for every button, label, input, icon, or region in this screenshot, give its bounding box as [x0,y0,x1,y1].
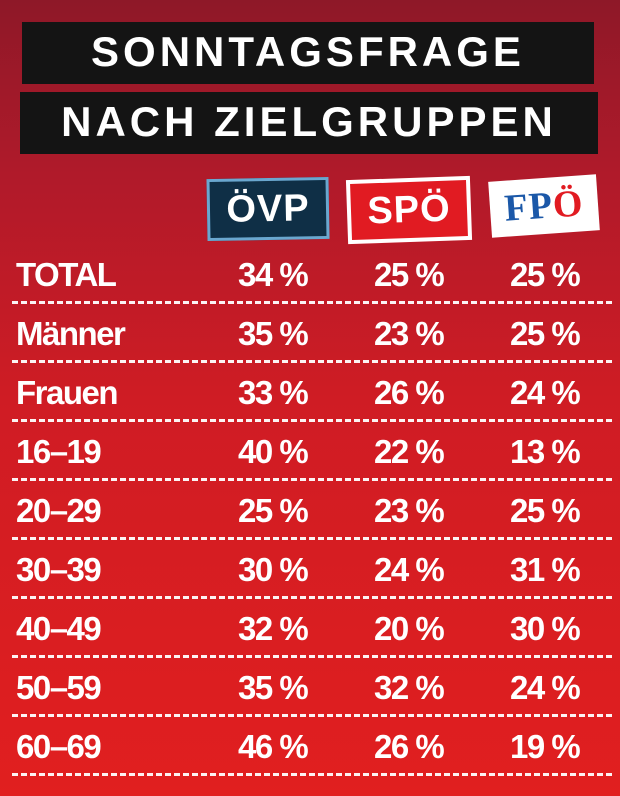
row-label: 16–19 [16,433,102,470]
row-label: Frauen [16,374,119,411]
fpoe-value: 25 % [510,315,581,352]
row-label: 40–49 [16,610,102,647]
row-label: 60–69 [16,728,102,765]
spoe-value: 22 % [374,433,445,470]
oevp-value: 46 % [238,728,309,765]
oevp-logo-text: ÖVP [226,186,310,231]
table-row: Frauen 33 % 26 % 24 % [12,366,610,420]
spoe-logo: SPÖ [345,175,473,245]
fpoe-logo: FP Ö [488,174,600,238]
fpoe-value: 31 % [510,551,581,588]
spoe-value: 23 % [374,315,445,352]
spoe-logo-text: SPÖ [366,187,452,232]
fpoe-value: 24 % [510,374,581,411]
row-label: 50–59 [16,669,102,706]
row-separator [12,773,612,776]
fpoe-value: 19 % [510,728,581,765]
table-row: 40–49 32 % 20 % 30 % [12,602,610,656]
oevp-value: 30 % [238,551,309,588]
row-separator [12,655,612,658]
row-separator [12,301,612,304]
row-label: Männer [16,315,126,352]
row-separator [12,714,612,717]
fpoe-value: 13 % [510,433,581,470]
fpoe-value: 25 % [510,256,581,293]
spoe-value: 32 % [374,669,445,706]
table-row: 60–69 46 % 26 % 19 % [12,720,610,774]
table-row: 16–19 40 % 22 % 13 % [12,425,610,479]
oevp-value: 32 % [238,610,309,647]
row-separator [12,360,612,363]
spoe-value: 26 % [374,374,445,411]
table-row: TOTAL 34 % 25 % 25 % [12,248,610,302]
row-separator [12,537,612,540]
oevp-value: 34 % [238,256,309,293]
spoe-value: 24 % [374,551,445,588]
oevp-value: 35 % [238,669,309,706]
fpoe-value: 25 % [510,492,581,529]
table-row: Männer 35 % 23 % 25 % [12,307,610,361]
row-separator [12,419,612,422]
fpoe-value: 30 % [510,610,581,647]
table-row: 30–39 30 % 24 % 31 % [12,543,610,597]
oevp-logo: ÖVP [206,176,330,242]
oevp-value: 33 % [238,374,309,411]
spoe-value: 26 % [374,728,445,765]
oevp-value: 40 % [238,433,309,470]
spoe-value: 20 % [374,610,445,647]
title-line-1: SONNTAGSFRAGE [22,22,594,84]
fpoe-value: 24 % [510,669,581,706]
table-row: 50–59 35 % 32 % 24 % [12,661,610,715]
fpoe-logo-text-f: FP [503,184,555,230]
fpoe-logo-text-o: Ö [551,182,585,227]
row-separator [12,596,612,599]
row-separator [12,478,612,481]
row-label: 30–39 [16,551,102,588]
oevp-value: 35 % [238,315,309,352]
table-row: 20–29 25 % 23 % 25 % [12,484,610,538]
oevp-value: 25 % [238,492,309,529]
row-label: 20–29 [16,492,102,529]
row-label: TOTAL [16,256,117,293]
spoe-value: 25 % [374,256,445,293]
spoe-value: 23 % [374,492,445,529]
title-line-2: NACH ZIELGRUPPEN [20,92,598,154]
